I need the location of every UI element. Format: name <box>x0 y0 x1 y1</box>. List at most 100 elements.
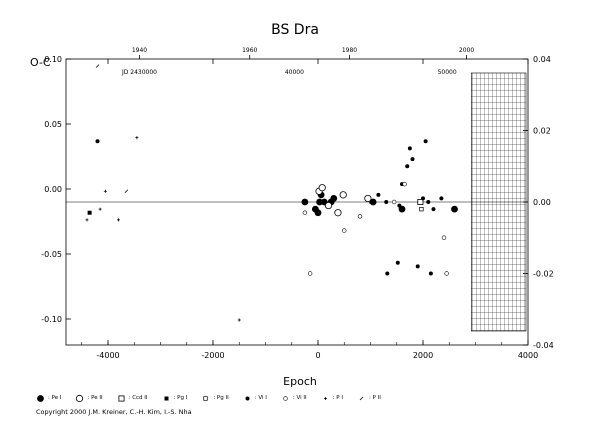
y-tick-label-right: -0.02 <box>533 270 554 279</box>
point-vi-i <box>395 260 400 265</box>
point-vi-i <box>423 139 428 144</box>
point-vi-i <box>397 203 402 208</box>
y-axis-label: O-C <box>30 56 51 69</box>
y-tick-label-right: 0.02 <box>533 127 551 136</box>
point-p-i <box>240 369 243 372</box>
legend-symbol <box>283 395 288 401</box>
jd-label: JD 2430000 <box>121 69 157 76</box>
point-pg-ii <box>419 207 424 212</box>
point-vi-i <box>385 271 390 276</box>
point-pe-ii <box>339 191 347 199</box>
point-p-ii <box>120 361 123 364</box>
legend-item: : Pg II <box>201 394 229 403</box>
legend-symbol <box>164 396 169 400</box>
point-pe-i <box>398 205 406 213</box>
point-vi-i <box>439 196 444 201</box>
point-pe-ii <box>318 184 326 192</box>
year-tick-label: 2000 <box>459 47 474 54</box>
legend-label: : Pg I <box>173 395 188 401</box>
point-p-i <box>237 318 241 322</box>
legend: : Pe I : Pe II : Ccd II : Pg I : Pg II : Vi I… <box>36 392 381 404</box>
x-axis-label: Epoch <box>283 375 317 388</box>
point-p-i <box>135 136 139 140</box>
jd-label: 50000 <box>438 69 457 76</box>
point-pe-ii <box>334 209 342 217</box>
point-vi-i <box>410 157 415 162</box>
point-p-i <box>98 207 102 211</box>
legend-symbol <box>323 396 327 400</box>
point-p-i <box>85 218 89 222</box>
legend-item: : Vi I <box>243 394 267 403</box>
point-vi-ii <box>444 271 449 276</box>
point-vi-i <box>384 200 389 204</box>
point-pe-i <box>369 198 377 206</box>
legend-item: : Pg I <box>162 394 188 403</box>
x-tick-label: 4000 <box>518 351 538 360</box>
point-vi-i <box>405 164 410 169</box>
point-pe-i <box>330 195 338 202</box>
point-pe-ii <box>76 394 84 402</box>
x-tick-label: 0 <box>315 351 320 360</box>
legend-item: : P I <box>321 394 343 403</box>
point-vi-i <box>431 207 436 212</box>
point-vi-ii <box>391 199 397 205</box>
point-vi-i <box>407 146 412 151</box>
legend-symbol <box>359 396 364 400</box>
point-pg-i <box>87 210 92 215</box>
year-tick-label: 1940 <box>132 47 147 54</box>
point-vi-i <box>421 196 425 201</box>
point-pe-i <box>314 209 322 217</box>
point-p-i <box>103 189 107 193</box>
legend-symbol <box>245 396 250 400</box>
point-p-i <box>323 396 327 400</box>
legend-item: : Vi II <box>281 394 307 403</box>
point-vi-ii <box>302 210 308 215</box>
point-pe-ii <box>364 194 372 203</box>
point-p-i <box>117 218 120 222</box>
y-tick-label-left: 0.05 <box>44 120 62 129</box>
legend-symbol <box>76 394 84 402</box>
legend-label: : Ccd II <box>128 395 148 401</box>
legend-label: : Vi I <box>254 395 267 401</box>
legend-label: : Pe I <box>48 395 62 401</box>
y-tick-label-left: 0.00 <box>44 185 62 194</box>
data-points <box>85 64 458 372</box>
legend-label: : Vi II <box>292 395 307 401</box>
point-vi-ii <box>307 271 313 276</box>
point-vi-ii <box>283 395 288 401</box>
point-pg-ii <box>203 395 208 401</box>
legend-label: : P II <box>368 395 381 401</box>
y-tick-label-left: -0.05 <box>41 250 62 259</box>
legend-label: : P I <box>332 395 343 401</box>
year-tick-label: 1980 <box>342 47 357 54</box>
point-vi-i <box>426 200 431 204</box>
point-vi-i <box>428 271 433 276</box>
point-vi-i <box>95 139 100 144</box>
axes: -4000 -2000 0 2000 4000 1940 1960 1980 2000 JD 24… <box>41 47 553 360</box>
year-tick-label: 1960 <box>242 47 257 54</box>
chart-title: BS Dra <box>271 22 319 38</box>
point-ccd-ii <box>118 394 125 401</box>
point-pe-ii <box>324 201 333 210</box>
point-p-ii <box>359 396 364 400</box>
point-vi-ii <box>342 228 347 233</box>
legend-label: : Pe II <box>87 395 103 401</box>
point-vi-i <box>415 264 420 269</box>
legend-item: : Pe II <box>75 394 103 403</box>
point-pe-i <box>301 198 309 206</box>
y-tick-label-right: 0.04 <box>533 55 551 64</box>
point-p-ii <box>368 200 373 204</box>
point-pg-i <box>164 396 169 400</box>
point-pe-i <box>37 394 44 402</box>
x-tick-label: -2000 <box>201 351 224 360</box>
copyright-text: Copyright 2000 J.M. Kreiner, C.-H. Kim, … <box>36 408 192 416</box>
point-vi-ii <box>357 214 363 219</box>
legend-item: : Pe I <box>36 394 61 403</box>
jd-label: 40000 <box>285 69 304 76</box>
legend-symbol <box>37 394 44 402</box>
y-tick-label-left: 0.10 <box>44 55 62 64</box>
point-p-ii <box>95 64 100 68</box>
legend-symbol <box>203 395 208 401</box>
point-vi-ii <box>441 235 447 240</box>
